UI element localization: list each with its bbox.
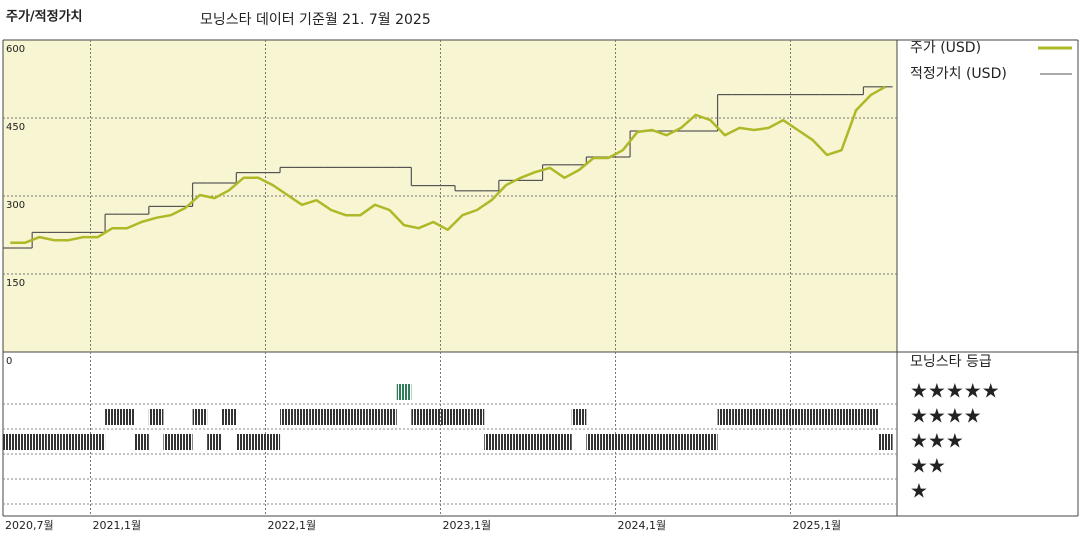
rating-bar [148, 409, 164, 425]
rating-bar [571, 409, 587, 425]
rating-bar [469, 409, 485, 425]
rating-bar [775, 409, 791, 425]
rating-bar [440, 409, 456, 425]
rating-bar [484, 434, 499, 450]
rating-bar [659, 434, 674, 450]
rating-bar [542, 434, 558, 450]
rating-bar [878, 434, 893, 450]
rating-bar [382, 409, 397, 425]
rating-bar [513, 434, 528, 450]
rating-bar [90, 434, 106, 450]
rating-bar [75, 434, 91, 450]
rating-bar [309, 409, 324, 425]
y-tick-label: 150 [6, 278, 25, 289]
y-tick-label: 300 [6, 200, 25, 211]
rating-label: ★ [910, 479, 928, 503]
rating-label: ★★★★★ [910, 379, 1000, 403]
rating-bar [280, 409, 295, 425]
rating-bar [528, 434, 543, 450]
x-tick-label: 2025,1월 [793, 519, 842, 532]
rating-bar [338, 409, 353, 425]
rating-bar [717, 409, 733, 425]
rating-bar [367, 409, 383, 425]
rating-bar [761, 409, 776, 425]
frame [2, 39, 1079, 517]
x-tick-label: 2022,1월 [268, 519, 317, 532]
rating-bar [703, 434, 718, 450]
rating-bar [644, 434, 660, 450]
rating-bar [353, 409, 368, 425]
legend-price: 주가 (USD) [910, 40, 981, 56]
rating-bar [615, 434, 631, 450]
rating-bar [732, 409, 747, 425]
rating-bar [411, 409, 426, 425]
rating-bar [586, 434, 601, 450]
rating-bar [178, 434, 193, 450]
x-tick-label: 2020,7월 [5, 519, 54, 532]
rating-bar [207, 434, 222, 450]
y-tick-label: 0 [6, 356, 12, 367]
rating-label: ★★★ [910, 429, 964, 453]
rating-bar [688, 434, 703, 450]
rating-label: ★★★★ [910, 404, 982, 428]
legend-fair: 적정가치 (USD) [910, 66, 1007, 82]
y-tick-label: 600 [6, 44, 25, 55]
rating-bar [790, 409, 806, 425]
rating-bar [834, 409, 849, 425]
rating-bar [294, 409, 310, 425]
rating-bar [396, 384, 412, 400]
rating-bar [46, 434, 62, 450]
rating-bar [498, 434, 514, 450]
plot-bg [3, 40, 897, 352]
rating-bar [192, 409, 208, 425]
rating-bar [119, 409, 135, 425]
rating-bar [221, 409, 237, 425]
rating-bar [819, 409, 835, 425]
rating-bar [455, 409, 470, 425]
rating-bar [105, 409, 120, 425]
chart-title: 주가/적정가치 [6, 9, 83, 25]
rating-bar [848, 409, 864, 425]
rating-bar [3, 434, 18, 450]
x-tick-label: 2023,1월 [443, 519, 492, 532]
rating-title: 모닝스타 등급 [910, 354, 992, 370]
rating-bar [557, 434, 572, 450]
rating-bar [236, 434, 251, 450]
rating-bar [746, 409, 762, 425]
x-tick-label: 2024,1월 [618, 519, 667, 532]
rating-bar [265, 434, 281, 450]
rating-bar [673, 434, 689, 450]
y-tick-label: 450 [6, 122, 25, 133]
rating-bar [630, 434, 645, 450]
rating-bar [61, 434, 76, 450]
rating-bar [425, 409, 441, 425]
rating-bar [323, 409, 339, 425]
x-tick-label: 2021,1월 [93, 519, 142, 532]
rating-bar [600, 434, 616, 450]
rating-bar [32, 434, 47, 450]
rating-bar [163, 434, 178, 450]
rating-label: ★★ [910, 454, 946, 478]
rating-bar [250, 434, 266, 450]
rating-bar [863, 409, 878, 425]
rating-bar [805, 409, 820, 425]
rating-bar [17, 434, 33, 450]
price-line [10, 85, 886, 245]
chart-subtitle: 모닝스타 데이터 기준월 21. 7월 2025 [200, 12, 431, 28]
rating-bar [134, 434, 149, 450]
